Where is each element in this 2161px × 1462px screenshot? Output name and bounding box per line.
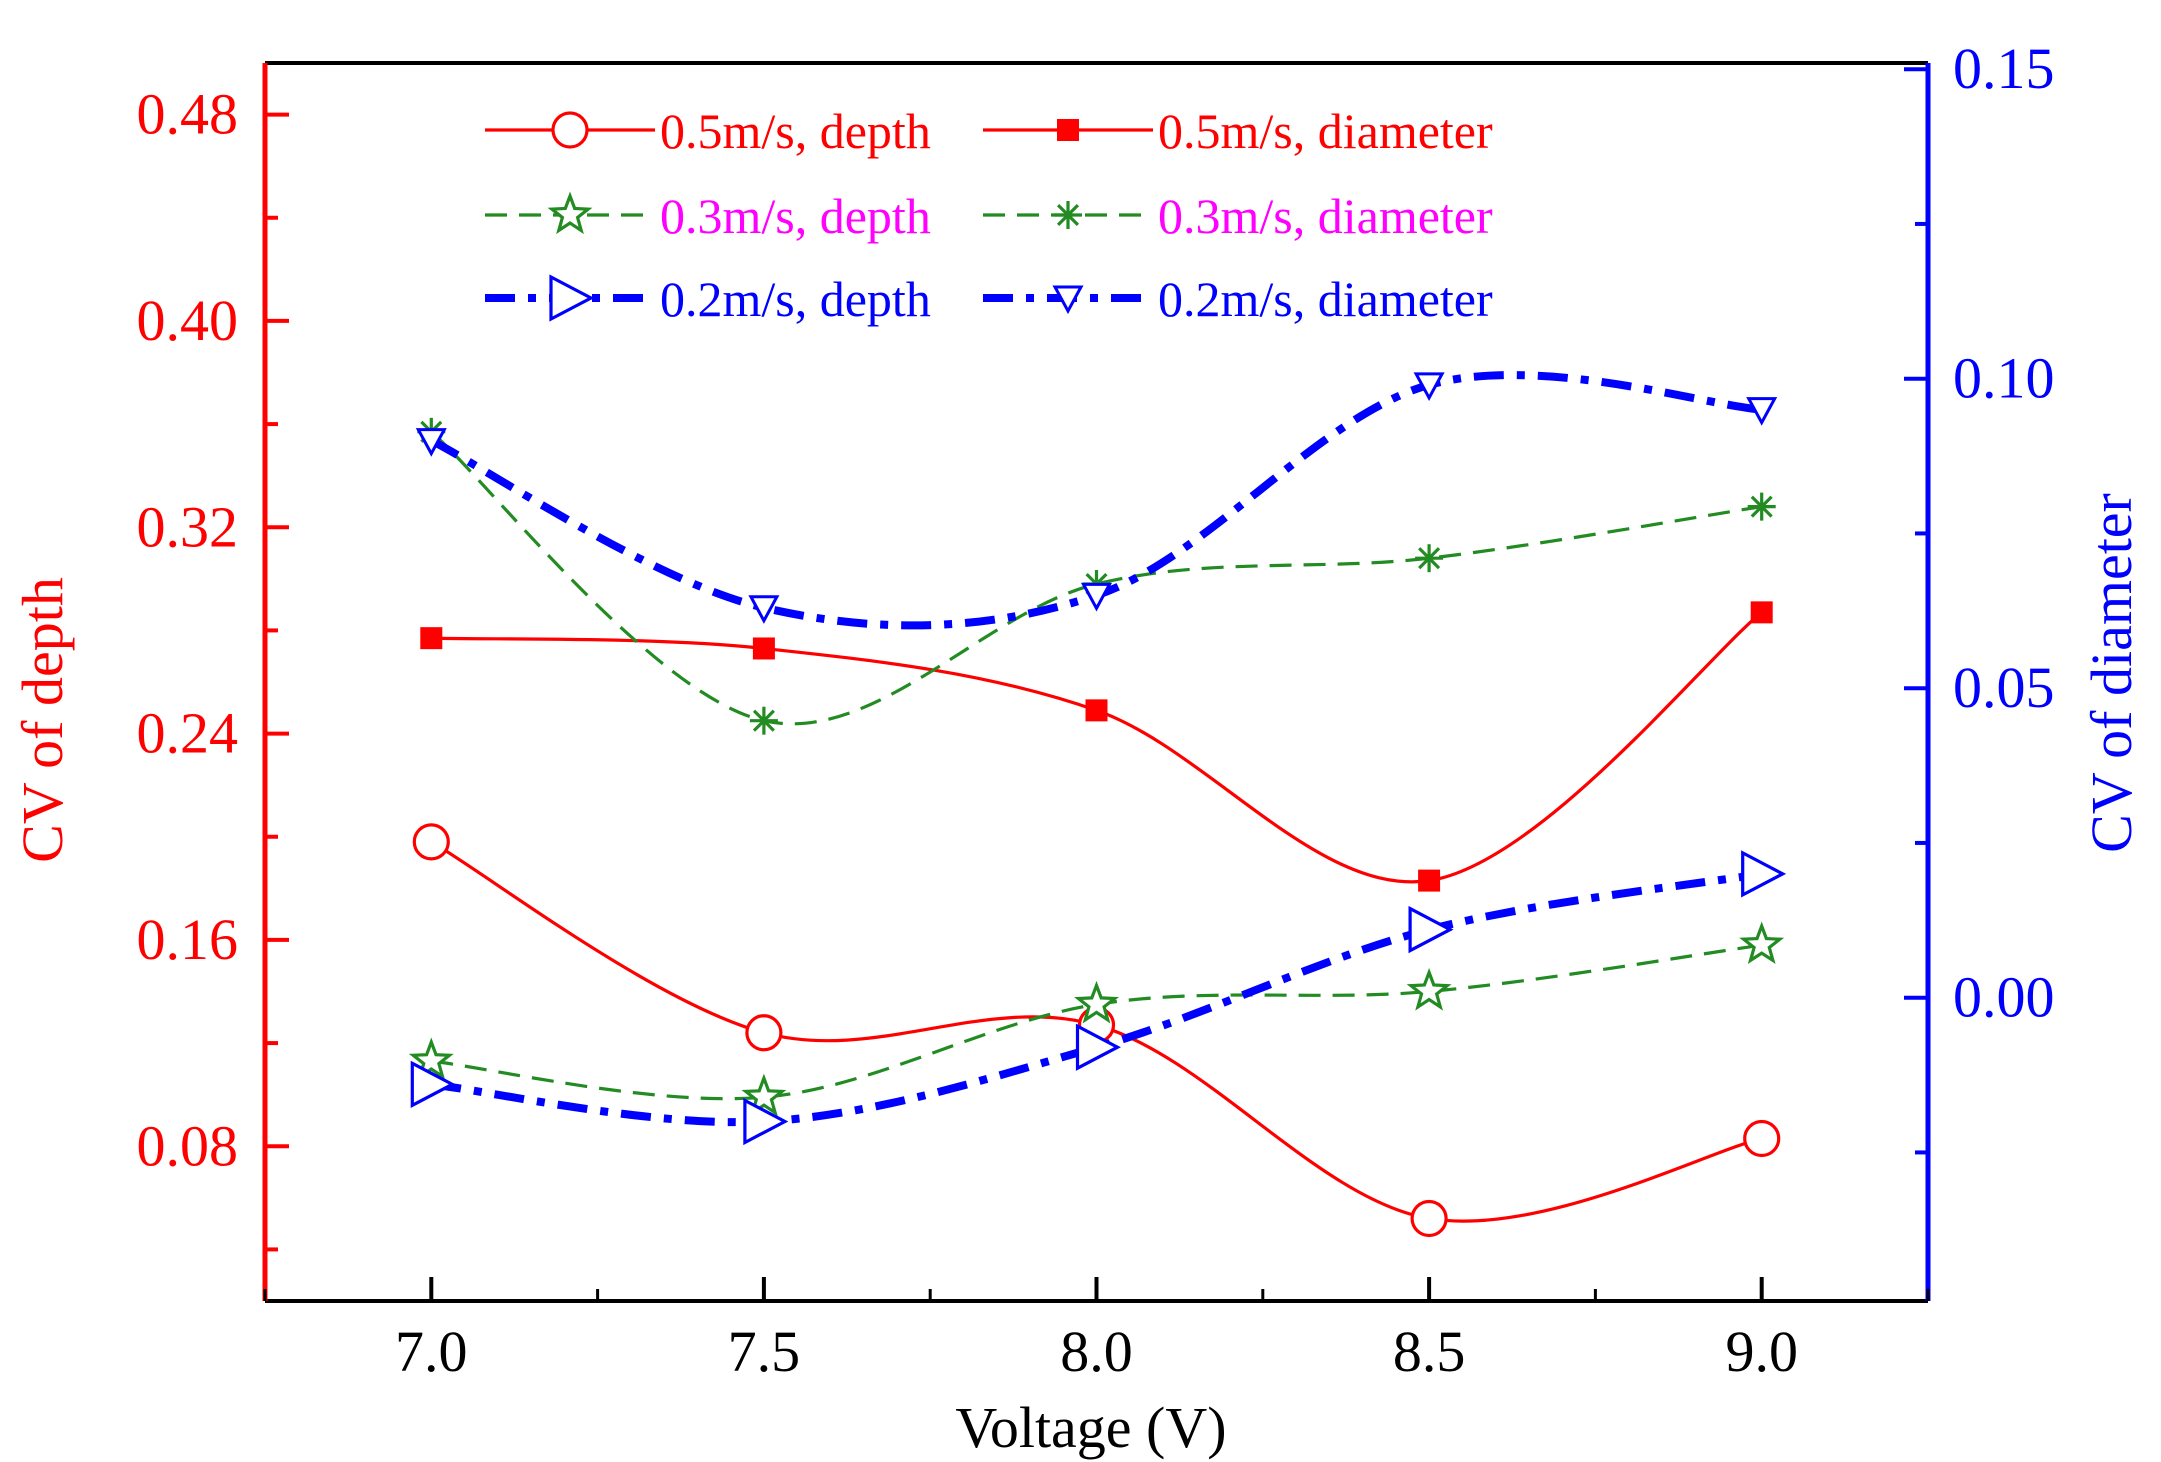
data-point-star: [1739, 921, 1785, 965]
data-point-triangle-right: [549, 274, 595, 322]
data-point-triangle-down: [748, 595, 780, 624]
x-tick-label: 8.5: [1393, 1319, 1466, 1384]
data-point-triangle-right: [1408, 905, 1454, 954]
data-point-star: [1406, 967, 1452, 1011]
series-0-5m-s-depth: [412, 823, 1781, 1238]
y-axis-left-label: CV of depth: [10, 577, 75, 863]
x-tick-label: 9.0: [1725, 1319, 1798, 1384]
data-point-triangle-down: [415, 428, 447, 457]
data-point-asterisk: [749, 706, 778, 735]
legend-label: 0.5m/s, depth: [660, 103, 931, 159]
data-point-open-circle: [1410, 1199, 1448, 1238]
data-point-open-circle: [412, 823, 450, 861]
series-0-2m-s-depth: [410, 850, 1787, 1146]
series-0-3m-s-depth: [408, 921, 1785, 1117]
series-line: [430, 869, 1763, 1127]
legend-label: 0.5m/s, diameter: [1158, 103, 1493, 159]
y-right-tick-label: 0.15: [1953, 36, 2055, 101]
y-left-tick-label: 0.16: [137, 907, 239, 972]
y-left-tick-label: 0.48: [137, 82, 239, 147]
y-left-tick-label: 0.08: [137, 1113, 239, 1178]
axes: 7.0 7.5 8.0 8.5 9.0 0.08 0.16 0.24 0.32 0.40 0.48 0…: [137, 36, 2055, 1384]
series-0-3m-s-diameter: [417, 417, 1776, 735]
x-tick-label: 8.0: [1060, 1319, 1133, 1384]
y-right-tick-label: 0.00: [1953, 965, 2055, 1030]
asterisk-stroke: [752, 709, 775, 732]
x-axis-label: Voltage (V): [955, 1395, 1226, 1460]
x-tick-label: 7.0: [395, 1319, 468, 1384]
series-0-2m-s-diameter: [415, 371, 1778, 630]
data-point-star: [408, 1037, 454, 1081]
data-point-triangle-down: [1746, 397, 1778, 426]
data-point-triangle-right: [1741, 850, 1787, 898]
legend-label: 0.2m/s, depth: [660, 271, 931, 327]
data-point-star: [547, 191, 593, 235]
data-point-square: [1750, 601, 1773, 624]
series-line: [430, 430, 1762, 726]
data-point-star: [741, 1073, 787, 1117]
series-line: [431, 611, 1763, 884]
y-left-tick-label: 0.40: [137, 288, 239, 353]
data-point-triangle-right: [1075, 1023, 1121, 1071]
data-point-triangle-right: [743, 1097, 789, 1146]
legend: 0.5m/s, depth 0.5m/s, diameter 0.3m/s, dep…: [485, 103, 1493, 327]
asterisk-stroke: [1056, 203, 1080, 227]
data-point-square: [752, 637, 775, 660]
y-left-tick-label: 0.24: [137, 701, 239, 766]
y-left-tick-label: 0.32: [137, 494, 239, 559]
legend-label: 0.3m/s, diameter: [1158, 188, 1493, 244]
data-point-open-circle: [745, 1014, 783, 1052]
legend-item: 0.2m/s, depth: [485, 271, 931, 327]
data-point-triangle-down: [1052, 285, 1084, 315]
asterisk-stroke: [1418, 547, 1441, 570]
series-0-5m-s-diameter: [420, 601, 1773, 892]
data-point-square: [1057, 119, 1079, 141]
data-point-square: [1085, 699, 1108, 722]
y-axis-right-label: CV of diameter: [2079, 493, 2144, 853]
legend-item: 0.3m/s, diameter: [983, 188, 1493, 244]
y-right-tick-label: 0.05: [1953, 655, 2055, 720]
data-point-square: [420, 627, 443, 650]
legend-label: 0.2m/s, diameter: [1158, 271, 1493, 327]
series-layer: [408, 371, 1787, 1238]
data-point-asterisk: [1054, 201, 1082, 229]
legend-item: 0.5m/s, diameter: [983, 103, 1493, 159]
legend-item: 0.2m/s, diameter: [983, 271, 1493, 327]
data-point-asterisk: [1747, 492, 1776, 521]
data-point-open-circle: [1743, 1119, 1781, 1158]
asterisk-stroke: [1750, 495, 1773, 518]
x-tick-label: 7.5: [728, 1319, 801, 1384]
legend-item: 0.5m/s, depth: [485, 103, 931, 159]
data-point-triangle-down: [1413, 372, 1445, 402]
y-right-tick-label: 0.10: [1953, 346, 2055, 411]
data-point-triangle-down: [1080, 582, 1113, 612]
data-point-asterisk: [1415, 544, 1444, 573]
data-point-star: [1074, 980, 1119, 1024]
data-point-open-circle: [551, 111, 589, 149]
legend-item: 0.3m/s, depth: [485, 188, 931, 244]
data-point-triangle-right: [410, 1060, 456, 1108]
legend-label: 0.3m/s, depth: [660, 188, 931, 244]
data-point-square: [1418, 869, 1441, 892]
